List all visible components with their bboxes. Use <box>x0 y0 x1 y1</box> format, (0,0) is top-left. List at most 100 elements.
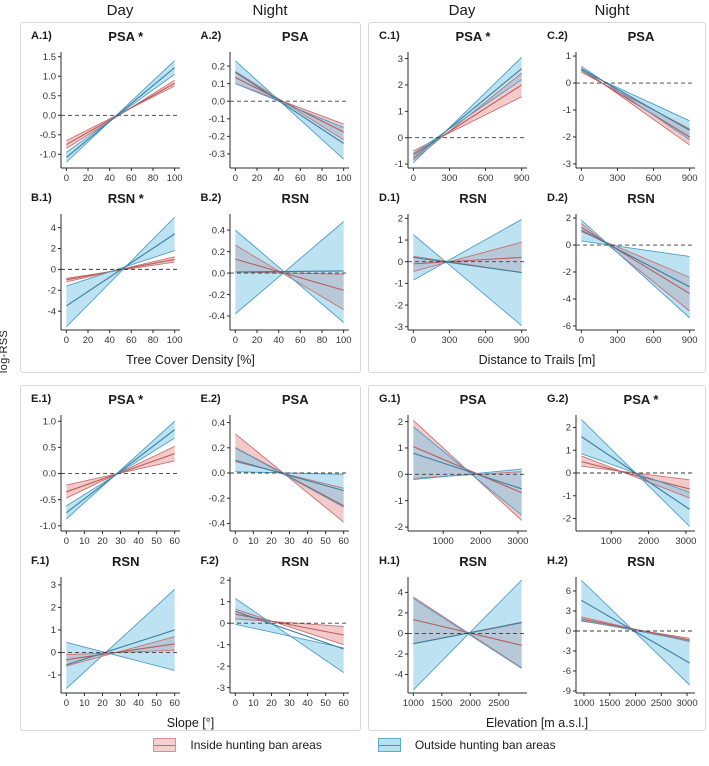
svg-text:1: 1 <box>50 625 55 636</box>
svg-text:80: 80 <box>317 173 328 184</box>
axes <box>405 415 527 534</box>
svg-text:-0.4: -0.4 <box>209 311 225 322</box>
panel-plot: 4 2 0 -2 -4 1000 1500 2000 2500 <box>395 577 527 709</box>
tick-labels: 1.0 0.5 0.0 -0.5 -1.0 0 10 20 30 40 50 60 <box>39 416 179 547</box>
tick-labels: 0.4 0.2 0.0 -0.2 -0.4 0 20 40 60 80 100 <box>209 225 352 346</box>
panel-id-label: G.2) <box>547 393 569 405</box>
svg-text:-0.5: -0.5 <box>39 495 55 506</box>
svg-text:600: 600 <box>478 335 494 346</box>
svg-text:-3: -3 <box>563 646 571 657</box>
svg-text:600: 600 <box>646 173 662 184</box>
panel-plot: 2 0 -2 -4 -6 0 300 600 900 <box>563 213 698 346</box>
svg-text:1: 1 <box>398 443 403 454</box>
panel-plot: 1.5 1.0 0.5 0.0 -0.5 -1.0 0 20 40 60 80 100 <box>39 52 182 184</box>
panel-title: RSN <box>627 191 655 206</box>
svg-text:0: 0 <box>233 335 238 346</box>
svg-text:40: 40 <box>303 536 314 547</box>
x-axis-label: Tree Cover Density [%] <box>126 353 255 367</box>
axes <box>227 415 350 534</box>
tick-labels: 2 0 -2 -4 -6 0 300 600 900 <box>563 213 698 346</box>
svg-text:0.2: 0.2 <box>212 443 225 454</box>
panel-B2: B.2) RSN 0.4 0.2 0.0 -0.2 -0.4 0 20 40 60 80 100 <box>191 188 361 350</box>
panel-id-label: G.1) <box>379 393 401 405</box>
svg-text:80: 80 <box>147 335 158 346</box>
panel-plot: 0.2 0.1 0.0 -0.1 -0.2 -0.3 0 20 40 60 80 100 <box>209 52 352 184</box>
panel-title: PSA * <box>455 29 491 44</box>
legend: Inside hunting ban areas Outside hunting… <box>0 738 709 752</box>
axes <box>405 214 527 333</box>
svg-text:300: 300 <box>610 335 626 346</box>
axes <box>405 577 527 696</box>
svg-text:-3: -3 <box>217 683 225 694</box>
ribbon-bands <box>413 419 522 521</box>
column-header-day-2: Day <box>448 2 476 19</box>
svg-text:0: 0 <box>566 626 571 637</box>
axes <box>227 52 350 171</box>
panel-F2: F.2) RSN 2 1 0 -1 -2 -3 0 10 20 30 40 50 60 <box>191 551 361 713</box>
axes <box>227 577 350 696</box>
svg-text:100: 100 <box>166 335 182 346</box>
svg-text:-2: -2 <box>395 300 403 311</box>
panel-header: B.2) RSN <box>191 190 361 210</box>
tick-labels: 420-2-40 20 40 60 80 100 <box>47 223 182 346</box>
svg-text:0: 0 <box>579 335 584 346</box>
panel-title: RSN <box>459 191 487 206</box>
svg-text:0: 0 <box>411 335 416 346</box>
tick-labels: 2 1 0 -1 -2 -3 0 300 600 900 <box>395 214 530 346</box>
svg-text:-1: -1 <box>563 105 571 116</box>
svg-text:0: 0 <box>50 648 55 659</box>
svg-text:-1: -1 <box>217 640 225 651</box>
svg-text:-1: -1 <box>47 670 55 681</box>
panel-C2: C.2) PSA 1 0 -1 -2 -3 0 300 600 900 <box>537 26 705 188</box>
svg-text:20: 20 <box>252 173 263 184</box>
panel-header: C.1) PSA * <box>369 28 537 48</box>
panel-title: RSN <box>281 191 309 206</box>
svg-text:2: 2 <box>398 80 403 91</box>
panel-plot: 1.0 0.5 0.0 -0.5 -1.0 0 10 20 30 40 50 60 <box>39 415 180 547</box>
svg-text:900: 900 <box>682 173 698 184</box>
panel-title: RSN <box>459 554 487 569</box>
ribbon-bands <box>65 420 175 520</box>
panel-title: PSA <box>627 29 655 44</box>
panel-title: PSA <box>281 29 309 44</box>
svg-text:3000: 3000 <box>676 698 697 709</box>
panel-plot: 2 1 0 -1 -2 -3 0 300 600 900 <box>395 214 530 346</box>
svg-text:3000: 3000 <box>675 536 696 547</box>
svg-text:-2: -2 <box>563 267 571 278</box>
svg-text:2: 2 <box>398 417 403 428</box>
svg-text:-1: -1 <box>395 279 403 290</box>
svg-text:0: 0 <box>50 265 55 276</box>
svg-text:1500: 1500 <box>599 698 620 709</box>
svg-text:0.1: 0.1 <box>212 79 225 90</box>
svg-text:-0.4: -0.4 <box>209 519 225 530</box>
panel-id-label: B.2) <box>200 192 222 204</box>
svg-text:0: 0 <box>579 173 584 184</box>
svg-text:0: 0 <box>63 536 68 547</box>
svg-text:300: 300 <box>610 173 626 184</box>
svg-text:0.0: 0.0 <box>43 469 56 480</box>
svg-text:10: 10 <box>248 698 259 709</box>
panel-plot: 3 2 1 0 -1 0 300 600 900 <box>395 52 530 184</box>
svg-text:0.2: 0.2 <box>212 247 225 258</box>
panel-header: G.1) PSA <box>369 391 537 411</box>
svg-text:0: 0 <box>398 470 403 481</box>
quadrant-distance-to-trails: C.1) PSA * 3 2 1 0 -1 0 300 600 900 C.2) PSA 1 0 -1 -2 -3… <box>368 22 706 373</box>
svg-text:0: 0 <box>398 629 403 640</box>
svg-text:1.0: 1.0 <box>43 71 56 82</box>
svg-text:40: 40 <box>133 698 144 709</box>
svg-text:0: 0 <box>63 173 68 184</box>
panel-id-label: F.1) <box>31 555 50 567</box>
tick-labels: 4 2 0 -2 -4 1000 1500 2000 2500 <box>395 588 510 709</box>
svg-text:0.2: 0.2 <box>212 61 225 72</box>
svg-text:-1.0: -1.0 <box>39 521 55 532</box>
svg-text:-0.3: -0.3 <box>209 149 225 160</box>
ribbon-bands <box>235 221 345 323</box>
svg-text:20: 20 <box>97 536 108 547</box>
ribbon-bands <box>581 65 690 146</box>
svg-text:0: 0 <box>398 257 403 268</box>
panel-E2: E.2) PSA 0.4 0.2 0.0 -0.2 -0.4 0 10 20 30 40 50 60 <box>191 389 361 551</box>
svg-text:600: 600 <box>646 335 662 346</box>
panel-grid: A.1) PSA * 1.5 1.0 0.5 0.0 -0.5 -1.0 0 20 40 60 80 10… <box>21 26 360 350</box>
svg-text:0: 0 <box>398 133 403 144</box>
